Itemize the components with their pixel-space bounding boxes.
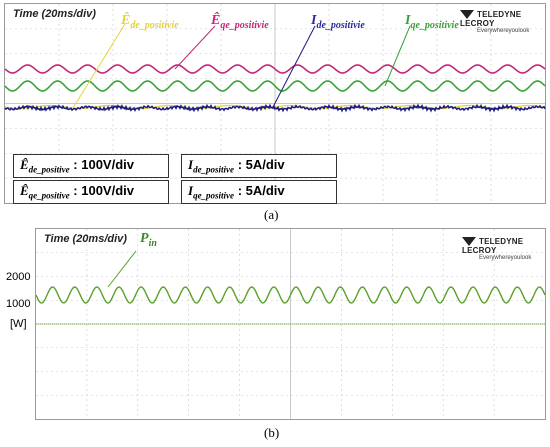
scale-id-value: : 5A/div [237, 157, 285, 172]
label-id-positive: Ide_positivie [311, 13, 365, 31]
scale-eq: Êqe_positive : 100V/div [13, 180, 169, 204]
label-id-sub: de_positivie [316, 19, 365, 31]
scale-ed: Êde_positive : 100V/div [13, 154, 169, 178]
waveform-plot-a [4, 4, 546, 203]
label-iq-sym: I [405, 13, 411, 28]
scale-id: Ide_positive : 5A/div [181, 154, 337, 178]
logo-brand-b: TELEDYNE LECROY [462, 237, 524, 256]
pointer-pin [107, 250, 137, 288]
caption-b: (b) [264, 425, 280, 440]
trace-id-positive [4, 103, 546, 113]
oscilloscope-panel-b: Time (20ms/div) TELEDYNE LECROY Everywhe… [35, 228, 546, 420]
label-eq-sub: qe_positivie [220, 19, 269, 31]
scale-eq-sym: Ê [20, 183, 29, 198]
trace-pin [35, 286, 546, 304]
label-ed-positive: Êde_positivie [121, 13, 179, 31]
oscilloscope-panel-a: Time (20ms/div) TELEDYNE LECROY Everywhe… [4, 3, 546, 204]
teledyne-logo-b: TELEDYNE LECROY Everywhereyoulook [462, 237, 545, 261]
scale-eq-sub: qe_positive [28, 190, 70, 201]
pointer-ed [72, 23, 126, 109]
scale-iq: Iqe_positive : 5A/div [181, 180, 337, 204]
label-pin-sym: P [140, 231, 149, 246]
pointer-eq [174, 25, 216, 70]
scale-ed-sym: Ê [20, 157, 29, 172]
trace-eq-positive [4, 64, 546, 74]
label-pin-sub: in [148, 237, 157, 249]
label-ed-sym: Ê [121, 13, 131, 28]
label-pin: Pin [140, 231, 157, 249]
logo-brand: TELEDYNE LECROY [460, 10, 522, 29]
teledyne-logo-icon [462, 237, 476, 246]
scale-id-sym: I [188, 157, 194, 172]
timebase-label-b: Time (20ms/div) [44, 233, 127, 245]
label-id-sym: I [311, 13, 317, 28]
scale-iq-sym: I [188, 183, 194, 198]
scale-iq-sub: qe_positive [193, 190, 235, 201]
teledyne-logo-icon [460, 10, 474, 19]
label-ed-sub: de_positivie [130, 19, 179, 31]
label-iq-sub: qe_positivie [410, 19, 459, 31]
trace-iq-positive [4, 80, 546, 92]
y-tick-1000: 1000 [6, 298, 31, 310]
timebase-label-a: Time (20ms/div) [13, 8, 96, 20]
logo-tagline: Everywhereyoulook [477, 28, 530, 35]
scale-ed-sub: de_positive [28, 164, 70, 175]
logo-tagline-b: Everywhereyoulook [479, 255, 532, 262]
waveform-plot-b [35, 229, 546, 419]
pointer-id [272, 25, 316, 108]
pointer-iq [384, 25, 411, 87]
scale-ed-value: : 100V/div [73, 157, 134, 172]
label-iq-positive: Iqe_positivie [405, 13, 459, 31]
label-eq-sym: Ê [211, 13, 221, 28]
label-eq-positive: Êqe_positivie [211, 13, 269, 31]
caption-a: (a) [264, 207, 279, 222]
scale-eq-value: : 100V/div [73, 183, 134, 198]
scale-iq-value: : 5A/div [237, 183, 285, 198]
y-tick-2000: 2000 [6, 271, 31, 283]
teledyne-logo-a: TELEDYNE LECROY Everywhereyoulook [460, 10, 545, 34]
scale-id-sub: de_positive [193, 164, 235, 175]
y-unit-watts: [W] [10, 318, 27, 330]
